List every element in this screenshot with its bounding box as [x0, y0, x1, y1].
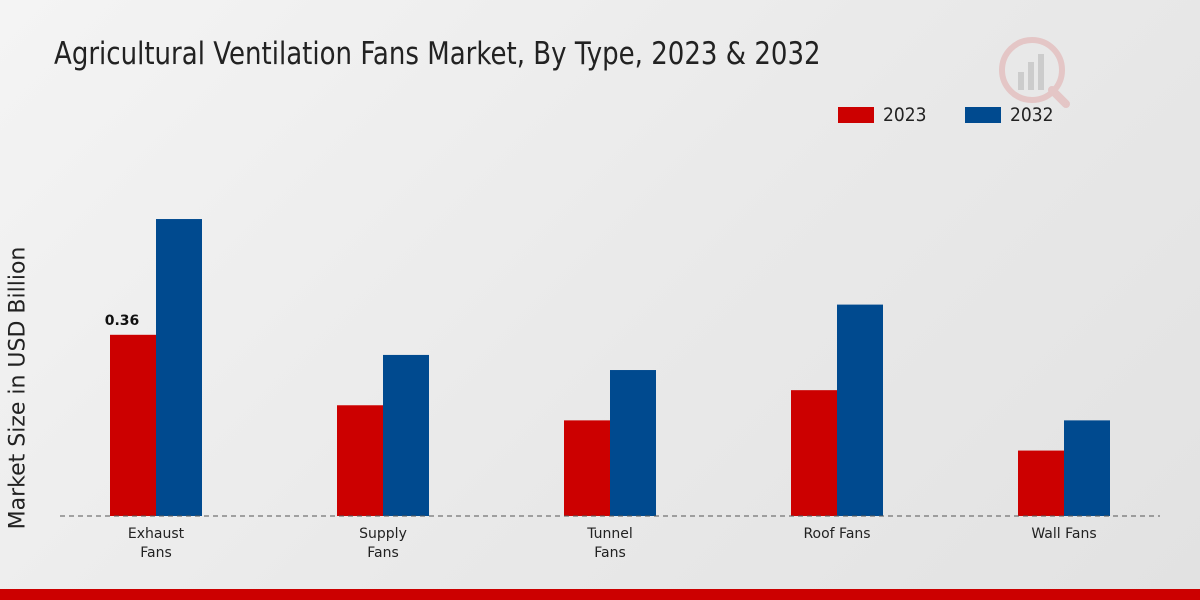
data-label-2023-0: 0.36 [105, 313, 140, 329]
bar-2023-3 [791, 390, 837, 516]
legend: 2023 2032 [838, 104, 1093, 126]
legend-item-2023: 2023 [838, 104, 931, 126]
legend-swatch-2032 [965, 107, 1002, 123]
bar-2032-2 [610, 370, 656, 516]
bar-2023-0 [110, 334, 156, 516]
bar-2032-3 [837, 304, 883, 516]
x-tick-label-3-0: Roof Fans [803, 526, 870, 542]
bar-2032-1 [383, 354, 429, 516]
legend-label-2023: 2023 [883, 104, 927, 126]
bar-2023-1 [337, 405, 383, 516]
x-tick-label-4-0: Wall Fans [1031, 526, 1096, 542]
x-tick-label-2-0: Tunnel [586, 526, 633, 542]
bottom-accent-bar [0, 589, 1200, 600]
legend-label-2032: 2032 [1010, 104, 1054, 126]
bar-2023-2 [564, 420, 610, 516]
x-tick-label-1-0: Supply [359, 526, 407, 542]
x-tick-label-0-1: Fans [140, 545, 172, 561]
watermark-logo-icon [999, 37, 1070, 108]
bar-2023-4 [1018, 450, 1064, 516]
x-tick-label-0-0: Exhaust [128, 526, 185, 542]
bar-2032-4 [1064, 420, 1110, 516]
legend-item-2032: 2032 [965, 104, 1058, 126]
bar-2032-0 [156, 219, 202, 517]
x-tick-label-2-1: Fans [594, 545, 626, 561]
chart-title: Agricultural Ventilation Fans Market, By… [54, 36, 821, 72]
x-tick-label-1-1: Fans [367, 545, 399, 561]
legend-swatch-2023 [838, 107, 874, 123]
